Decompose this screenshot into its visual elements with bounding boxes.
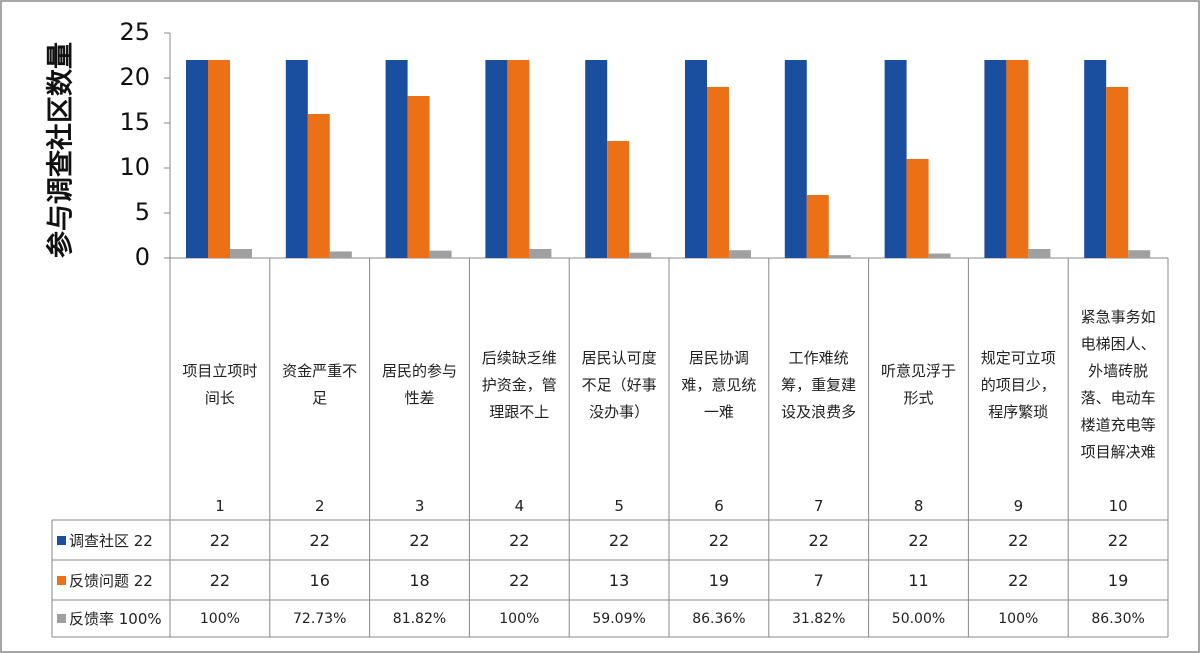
bar (1084, 60, 1107, 258)
table-value: 86.36% (692, 610, 746, 627)
bar (784, 60, 807, 258)
legend-entry: 调查社区 22 (57, 520, 169, 560)
x-tick-label: 9 (1013, 497, 1024, 515)
legend-key (57, 614, 66, 623)
table-value: 100% (998, 610, 1039, 627)
table-value: 22 (1008, 530, 1029, 550)
bar (906, 159, 929, 258)
legend-label: 调查社区 22 (69, 531, 153, 550)
bar (828, 255, 851, 258)
table-value: 22 (309, 530, 330, 550)
table-value: 100% (199, 610, 240, 627)
bar (806, 195, 829, 258)
table-value: 59.09% (592, 610, 646, 627)
table-value: 22 (509, 570, 530, 590)
y-tick-label: 5 (135, 198, 150, 226)
table-value: 7 (813, 570, 824, 590)
bar (1106, 87, 1129, 258)
bar (884, 60, 907, 258)
table-value: 81.82% (392, 610, 447, 627)
y-tick-label: 25 (119, 18, 150, 46)
x-tick-label: 3 (414, 497, 425, 515)
table-value: 18 (409, 570, 430, 590)
bar (307, 114, 330, 258)
bar (1128, 250, 1151, 258)
bar (1028, 249, 1051, 258)
category-description: 资金严重不足 (282, 362, 358, 407)
bar (984, 60, 1007, 258)
table-value: 86.30% (1091, 610, 1145, 627)
bar (385, 60, 408, 258)
bar (429, 250, 452, 258)
bar (407, 96, 430, 258)
category-description: 项目立项时间长 (182, 362, 258, 407)
x-tick-label: 2 (315, 497, 325, 515)
bar (529, 249, 552, 258)
table-value: 22 (209, 570, 231, 590)
bar (729, 250, 751, 258)
bar (485, 60, 508, 258)
category-description: 居民认可度不足（好事没办事） (581, 348, 657, 421)
x-tick-label: 5 (614, 497, 624, 515)
category-description: 听意见浮于形式 (880, 362, 956, 407)
table-value: 22 (209, 530, 231, 550)
bar (629, 252, 652, 258)
category-description: 居民的参与性差 (381, 362, 457, 407)
x-tick-label: 8 (913, 497, 924, 515)
table-value: 19 (708, 570, 730, 590)
bar (607, 141, 630, 258)
table-value: 50.00% (891, 610, 946, 627)
table-value: 22 (708, 530, 730, 550)
bar (1006, 60, 1029, 258)
table-value: 22 (608, 530, 630, 550)
y-tick-label: 10 (119, 153, 150, 181)
table-value: 22 (808, 530, 829, 550)
bar (707, 87, 729, 258)
x-tick-label: 7 (814, 497, 824, 515)
bar (585, 60, 608, 258)
table-value: 22 (1107, 530, 1129, 550)
bar (685, 60, 707, 258)
category-description: 规定可立项的项目少，程序繁琐 (980, 348, 1056, 421)
x-tick-label: 6 (714, 497, 724, 515)
bar (329, 251, 352, 258)
legend-entry: 反馈问题 22 (57, 560, 169, 600)
bar (230, 249, 252, 258)
category-description: 工作难统筹，重复建设及浪费多 (781, 348, 857, 421)
legend-key (57, 575, 66, 585)
table-value: 13 (608, 570, 630, 590)
legend-key (57, 535, 66, 545)
table-value: 19 (1107, 570, 1129, 590)
bar (928, 253, 951, 258)
y-tick-label: 0 (135, 243, 150, 271)
x-tick-label: 1 (215, 497, 225, 515)
y-tick-label: 20 (119, 63, 150, 91)
legend-entry: 反馈率 100% (57, 600, 169, 637)
table-value: 100% (499, 610, 540, 627)
table-value: 22 (509, 530, 530, 550)
table-value: 22 (409, 530, 430, 550)
bar (208, 60, 230, 258)
x-tick-label: 10 (1108, 497, 1128, 515)
table-value: 72.73% (293, 610, 347, 627)
legend-label: 反馈问题 22 (69, 571, 153, 590)
y-axis-label: 参与调查社区数量 (45, 42, 77, 258)
category-description: 居民协调难，意见统一难 (681, 348, 757, 421)
bar (186, 60, 208, 258)
x-tick-label: 4 (514, 497, 525, 515)
table-value: 22 (908, 530, 929, 550)
table-value: 31.82% (792, 610, 846, 627)
bar (285, 60, 308, 258)
category-description: 后续缺乏维护资金，管理跟不上 (481, 348, 557, 421)
legend-label: 反馈率 100% (69, 610, 162, 628)
table-value: 16 (309, 570, 330, 590)
category-description: 紧急事务如电梯困人、外墙砖脱落、电动车楼道充电等项目解决难 (1080, 308, 1156, 461)
table-value: 22 (1008, 570, 1029, 590)
bar (507, 60, 530, 258)
table-value: 11 (908, 570, 929, 590)
y-tick-label: 15 (119, 108, 150, 136)
